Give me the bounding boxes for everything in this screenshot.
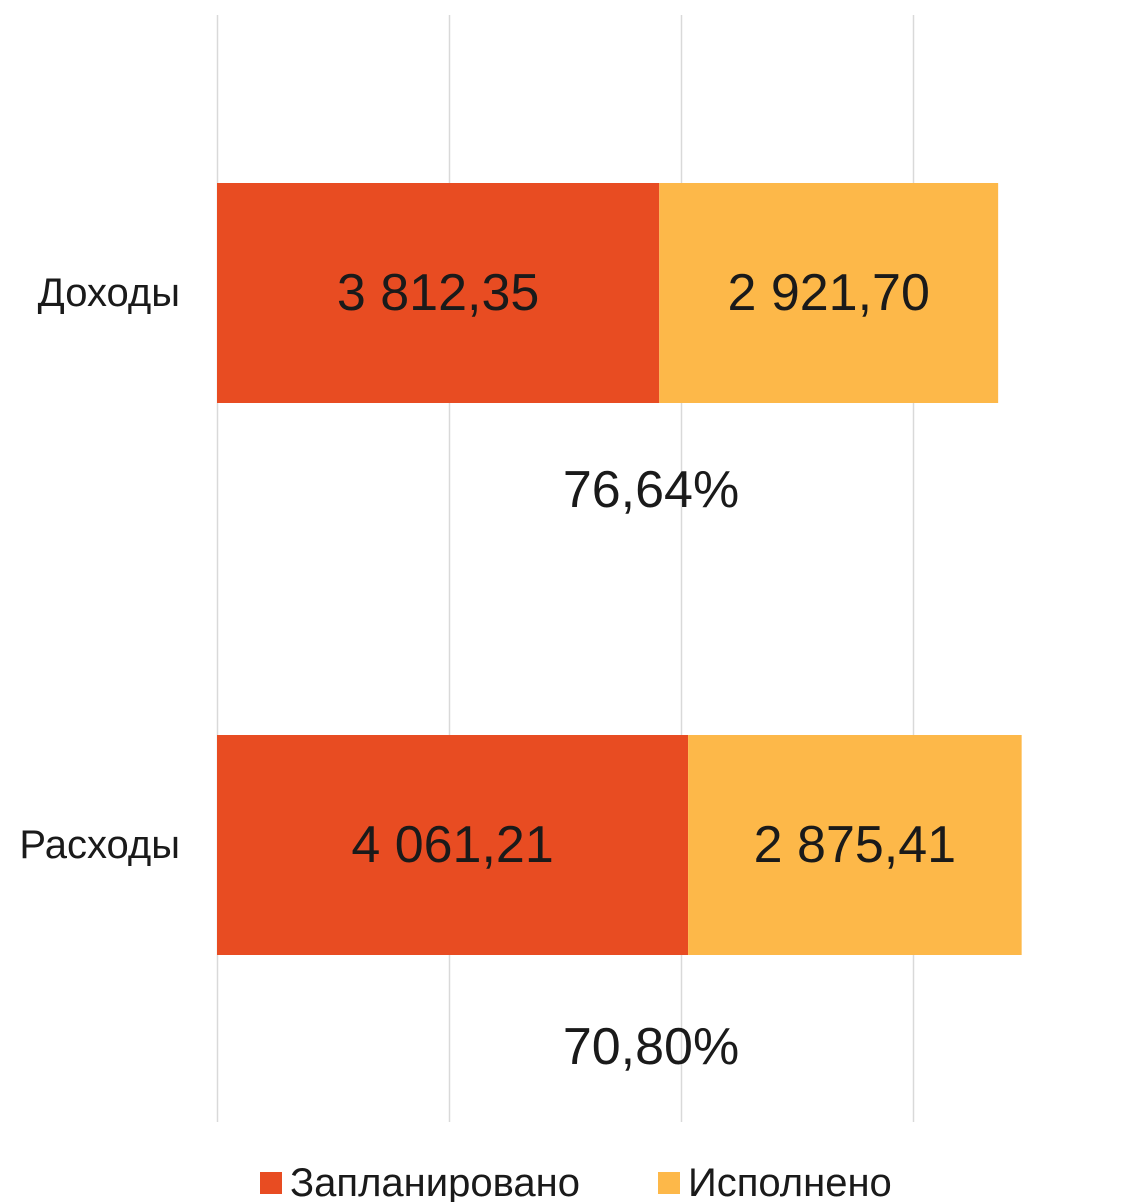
category-label: Доходы <box>38 271 180 315</box>
bar-segment <box>659 183 999 403</box>
percent-annotation: 70,80% <box>563 1018 739 1076</box>
legend-swatch <box>260 1172 282 1194</box>
category-label: Расходы <box>19 823 180 867</box>
data-label: 3 812,35 <box>337 264 539 322</box>
data-label: 2 875,41 <box>754 816 956 874</box>
percent-annotation: 76,64% <box>563 461 739 519</box>
bar-segment <box>688 735 1022 955</box>
data-label: 2 921,70 <box>727 264 929 322</box>
legend-swatch <box>658 1172 680 1194</box>
bar-segment <box>217 735 689 955</box>
data-label: 4 061,21 <box>351 816 553 874</box>
gridlines <box>216 15 915 1122</box>
bars <box>217 183 1022 955</box>
legend: Запланировано Исполнено <box>260 1161 892 1202</box>
legend-label: Запланировано <box>290 1161 580 1202</box>
labels: 3 812,35 2 921,70 Доходы 76,64% 4 061,21 2 87… <box>19 264 956 1076</box>
bar-segment <box>217 183 660 403</box>
legend-label: Исполнено <box>688 1161 892 1202</box>
